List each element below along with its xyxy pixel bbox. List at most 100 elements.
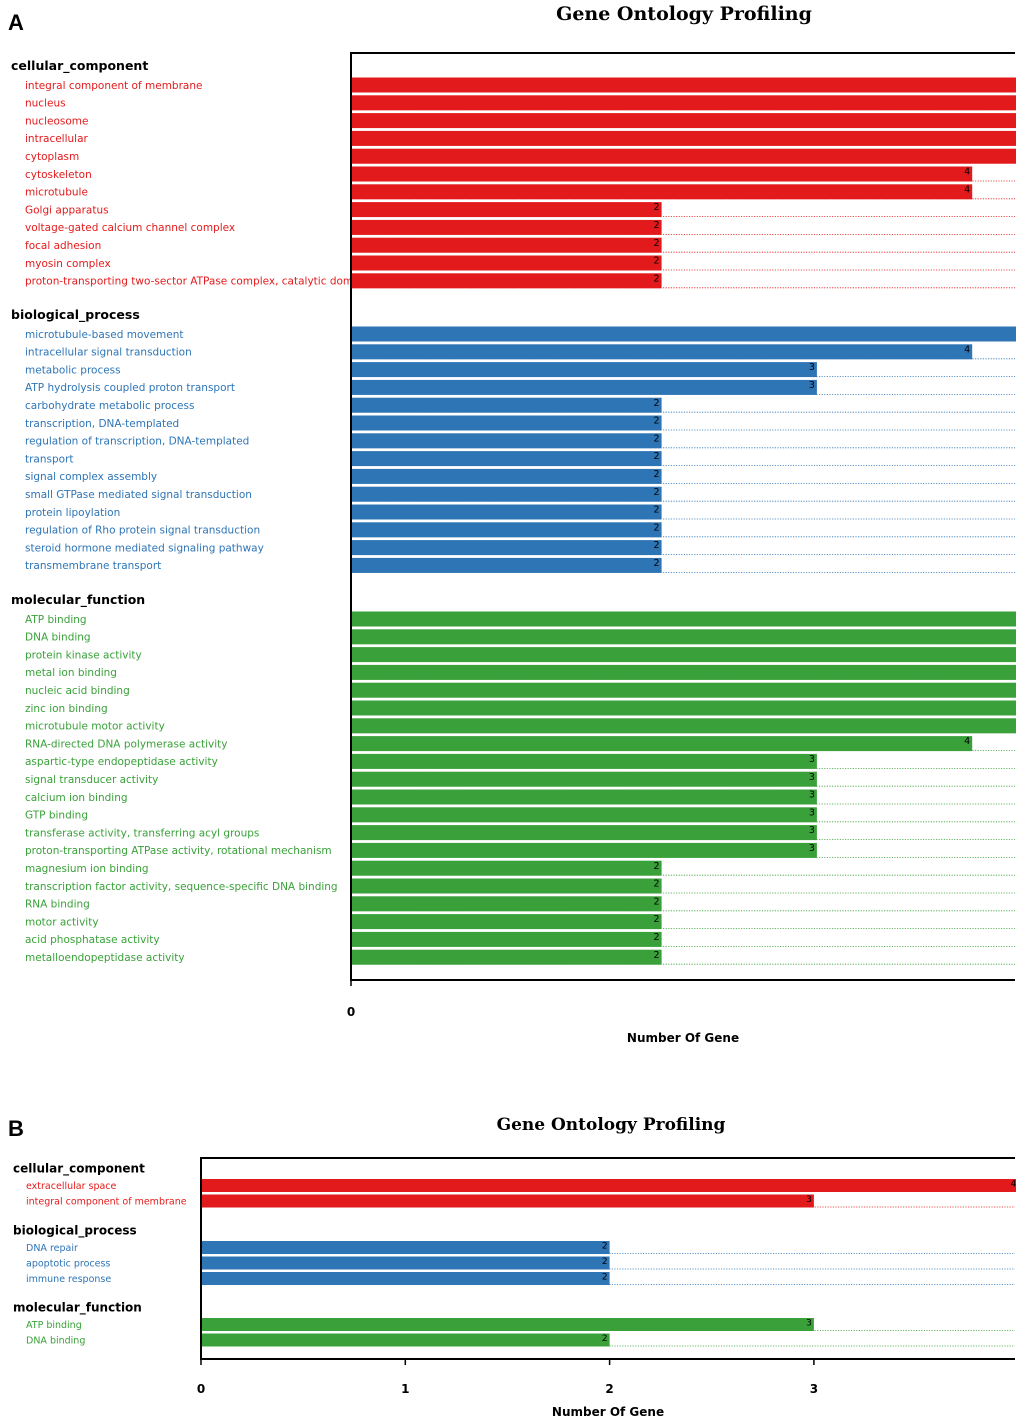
value-label: 2 [654,950,660,961]
category-label: apoptotic process [26,1258,110,1269]
category-label: integral component of membrane [25,80,202,92]
bar [351,273,662,289]
category-label: aspartic-type endopeptidase activity [25,756,218,768]
bar [351,148,1016,164]
value-label: 2 [602,1334,608,1344]
category-label: metabolic process [25,364,121,376]
bar [351,789,817,805]
value-label: 4 [964,184,970,195]
category-label: acid phosphatase activity [25,934,160,946]
category-label: transferase activity, transferring acyl … [25,827,259,839]
value-label: 2 [654,932,660,943]
value-label: 3 [809,825,815,836]
category-label: protein lipoylation [25,507,120,519]
value-label: 2 [654,896,660,907]
value-label: 2 [602,1273,608,1283]
value-label: 2 [654,522,660,533]
bar [351,771,817,787]
category-label: extracellular space [26,1181,117,1192]
bar [201,1272,610,1285]
value-label: 2 [654,487,660,498]
value-label: 2 [602,1242,608,1252]
bar [201,1333,610,1347]
bar [351,326,1016,342]
panel-letter: B [8,1116,24,1141]
group-heading-cellular-component: cellular_component [13,1162,145,1177]
bar [351,807,817,823]
x-tick-label: 1 [401,1382,409,1396]
value-label: 2 [654,433,660,444]
category-label: carbohydrate metabolic process [25,400,194,412]
category-label: proton-transporting ATPase activity, rot… [25,845,332,857]
bar [351,664,1016,680]
bar [351,557,662,573]
category-label: DNA repair [26,1243,78,1254]
bar [351,825,817,841]
group-heading-biological-process: biological_process [13,1224,137,1239]
category-label: ATP binding [25,614,87,626]
bar [351,486,662,502]
bar [351,629,1016,645]
value-label: 2 [654,879,660,890]
category-label: myosin complex [25,258,111,270]
bar [351,842,817,858]
value-label: 2 [654,861,660,872]
value-label: 3 [806,1195,812,1205]
category-label: magnesium ion binding [25,863,149,875]
category-label: microtubule motor activity [25,721,165,733]
category-label: focal adhesion [25,240,101,252]
category-label: regulation of Rho protein signal transdu… [25,525,260,537]
category-label: microtubule-based movement [25,329,184,341]
x-tick-label: 0 [347,1005,355,1019]
bar [351,77,1016,93]
bar [351,397,662,413]
bar [351,878,662,894]
x-axis-label: Number Of Gene [552,1405,664,1419]
category-label: nucleus [25,98,66,110]
value-label: 2 [654,220,660,231]
chart-title: Gene Ontology Profiling [497,1115,726,1135]
category-label: regulation of transcription, DNA-templat… [25,436,249,448]
bar [201,1194,814,1208]
category-label: protein kinase activity [25,649,142,661]
plot-frame [350,52,1015,981]
value-label: 3 [809,807,815,818]
bar [351,753,817,769]
bar [351,184,973,200]
bar [351,931,662,947]
bar [351,540,662,556]
bar [351,379,817,395]
category-label: RNA-directed DNA polymerase activity [25,738,227,750]
value-label: 3 [806,1319,812,1329]
category-label: transport [25,453,74,465]
bar [351,362,817,378]
bar [351,949,662,965]
bar [351,95,1016,111]
value-label: 3 [809,772,815,783]
value-label: 3 [809,843,815,854]
category-label: cytoskeleton [25,169,92,181]
bar [351,736,973,752]
category-label: microtubule [25,187,88,199]
category-label: zinc ion binding [25,703,108,715]
panel-a-chart: A Gene Ontology Profiling cellular_compone… [8,3,1016,1045]
value-label: 4 [1010,1180,1016,1190]
category-label: DNA binding [25,632,91,644]
value-label: 4 [964,344,970,355]
bar [351,718,1016,734]
value-label: 2 [602,1257,608,1267]
value-label: 3 [809,790,815,801]
category-label: proton-transporting two-sector ATPase co… [25,276,369,288]
category-label: signal complex assembly [25,471,157,483]
bar [351,202,662,218]
category-label: DNA binding [26,1335,85,1346]
category-label: GTP binding [25,810,88,822]
category-label: immune response [26,1274,111,1285]
value-label: 2 [654,398,660,409]
category-label: metalloendopeptidase activity [25,952,185,964]
value-label: 2 [654,558,660,569]
chart-title: Gene Ontology Profiling [556,3,812,25]
plot-frame [200,1157,1015,1360]
value-label: 2 [654,416,660,427]
bar [351,415,662,431]
